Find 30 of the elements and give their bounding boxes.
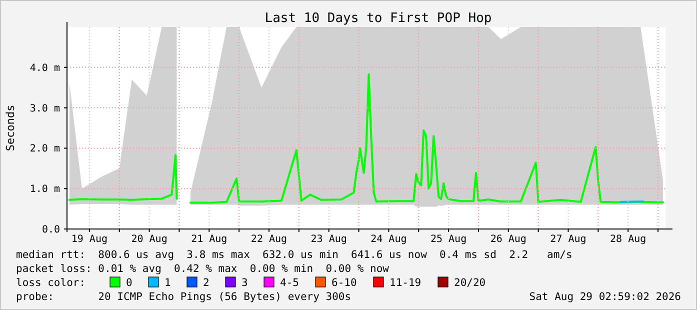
x-tick-label: 27 Aug <box>550 234 586 245</box>
x-tick-label: 21 Aug <box>191 234 228 245</box>
text: median rtt: 800.6 us avg 3.8 ms max 632.0 us min 641.6 us now 0.4 ms sd 2.2 am/s <box>16 249 572 261</box>
x-tick-label: 25 Aug <box>430 234 467 245</box>
text: packet loss: 0.01 % avg 0.42 % max 0.00 % min 0.00 % now <box>16 263 390 275</box>
y-tick-label: 2.0 m <box>30 144 60 155</box>
text: probe: 20 ICMP Echo Pings (56 Bytes) every 300s <box>16 291 352 303</box>
legend-label: 11-19 <box>390 277 422 289</box>
text: Sat Aug 29 02:59:02 2026 <box>529 291 681 303</box>
x-tick-label: 19 Aug <box>71 234 108 245</box>
y-axis-title: Seconds <box>4 104 17 152</box>
x-tick-label: 22 Aug <box>250 234 288 245</box>
legend-label: 2 <box>203 277 210 289</box>
y-tick-label: 4.0 m <box>30 62 60 74</box>
legend-label: 0 <box>126 277 132 289</box>
chart-title: Last 10 Days to First POP Hop <box>264 11 492 26</box>
y-tick-label: 3.0 m <box>30 103 60 114</box>
legend-label: 6-10 <box>332 277 357 289</box>
y-tick-label: 0.0 <box>42 224 60 236</box>
y-tick-label: 1.0 m <box>30 184 60 196</box>
x-tick-label: 20 Aug <box>131 234 168 245</box>
x-tick-label: 23 Aug <box>310 234 347 245</box>
x-tick-label: 28 Aug <box>610 234 646 245</box>
legend-label: 3 <box>242 277 248 289</box>
x-tick-label: 24 Aug <box>370 234 407 245</box>
legend-label: 20/20 <box>454 277 486 289</box>
legend-label: 1 <box>164 277 171 289</box>
legend-label: 4-5 <box>280 277 299 289</box>
x-tick-label: 26 Aug <box>490 234 526 245</box>
legend-title: loss color: <box>16 277 86 289</box>
